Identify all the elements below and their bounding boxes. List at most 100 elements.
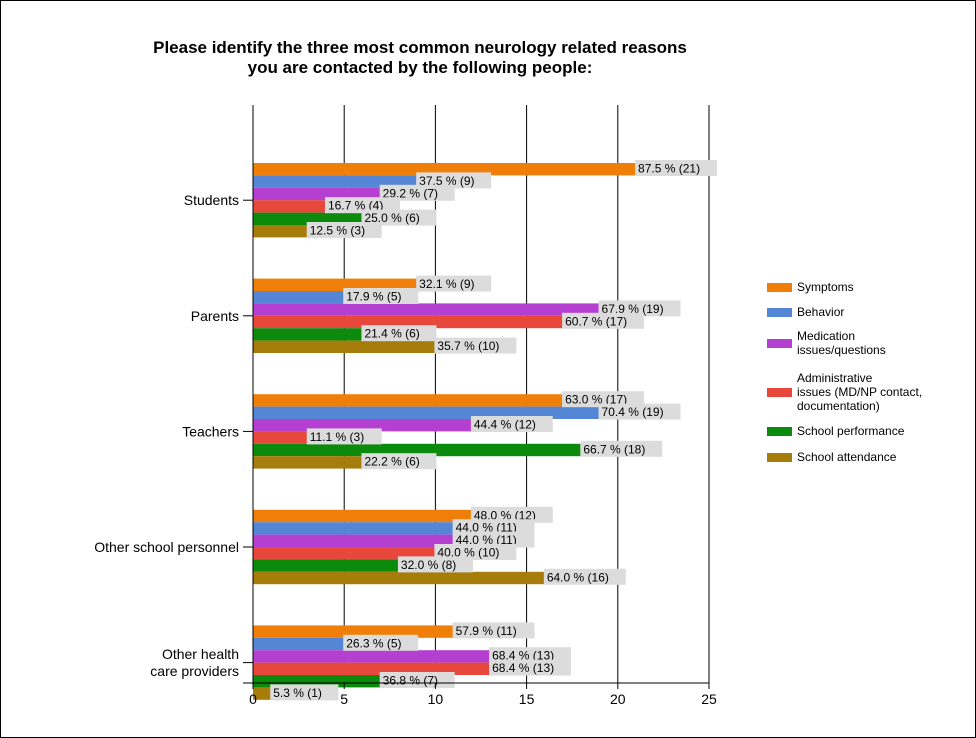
data-label-bg-teachers-school-attendance xyxy=(361,453,437,470)
data-label-bg-teachers-medication-issues-questions xyxy=(470,416,553,432)
data-label-bg-other-health-care-providers-medication-issues-questions xyxy=(489,647,572,664)
data-label-students-school-attendance: 12.5 % (3) xyxy=(310,224,365,238)
data-label-bg-other-school-personnel-administrative-issues-md-np-contact-documentation xyxy=(434,544,517,560)
data-label-bg-parents-school-attendance xyxy=(434,337,517,354)
legend-swatch-school-performance xyxy=(767,427,792,436)
data-label-bg-other-school-personnel-medication-issues-questions xyxy=(452,531,535,548)
legend-label-school-attendance: School attendance xyxy=(797,450,897,464)
data-label-parents-administrative-issues-md-np-contact-documentation: 60.7 % (17) xyxy=(565,314,627,328)
data-label-bg-students-school-attendance xyxy=(306,222,382,238)
data-label-parents-school-performance: 21.4 % (6) xyxy=(364,327,419,341)
bar-parents-school-performance xyxy=(253,328,363,341)
bar-students-school-performance xyxy=(253,212,363,225)
legend-swatch-symptoms xyxy=(767,283,792,292)
data-label-bg-other-health-care-providers-administrative-issues-md-np-contact-documentation xyxy=(489,659,572,676)
bar-teachers-behavior xyxy=(253,406,600,419)
category-label-teachers: Teachers xyxy=(182,423,239,439)
data-label-bg-parents-school-performance xyxy=(361,325,437,342)
data-label-other-health-care-providers-medication-issues-questions: 68.4 % (13) xyxy=(492,649,554,663)
bar-other-health-care-providers-administrative-issues-md-np-contact-documentation xyxy=(253,662,491,675)
bar-other-health-care-providers-school-attendance xyxy=(253,687,272,700)
bar-parents-medication-issues-questions xyxy=(253,303,600,316)
legend-label-behavior: Behavior xyxy=(797,305,844,319)
data-label-other-school-personnel-behavior: 44.0 % (11) xyxy=(456,521,517,535)
bar-teachers-symptoms xyxy=(253,394,564,407)
legend-label-school-performance: School performance xyxy=(797,424,905,438)
x-tick-label-20: 20 xyxy=(610,691,626,707)
category-label-students: Students xyxy=(184,192,239,208)
chart-title-line-2: you are contacted by the following peopl… xyxy=(247,58,593,77)
data-label-other-health-care-providers-symptoms: 57.9 % (11) xyxy=(456,624,517,638)
data-label-bg-other-health-care-providers-school-attendance xyxy=(270,684,339,701)
legend-label-symptoms: Symptoms xyxy=(797,280,854,294)
data-label-students-symptoms: 87.5 % (21) xyxy=(638,162,700,176)
bar-other-school-personnel-symptoms xyxy=(253,509,472,523)
data-label-other-health-care-providers-administrative-issues-md-np-contact-documentation: 68.4 % (13) xyxy=(492,661,554,675)
data-labels: 87.5 % (21) 37.5 % (9)29.2 % (7)16.7 % (4… xyxy=(270,160,717,701)
data-label-other-school-personnel-medication-issues-questions: 44.0 % (11) xyxy=(456,533,517,547)
x-tick-label-0: 0 xyxy=(249,691,257,707)
data-label-students-behavior: 37.5 % (9) xyxy=(419,174,474,188)
bar-other-health-care-providers-medication-issues-questions xyxy=(253,650,491,663)
data-label-bg-parents-administrative-issues-md-np-contact-documentation xyxy=(562,312,644,329)
data-label-teachers-school-performance: 66.7 % (18) xyxy=(583,442,645,456)
bar-other-school-personnel-school-performance xyxy=(253,559,399,572)
bar-other-school-personnel-administrative-issues-md-np-contact-documentation xyxy=(253,547,436,560)
bar-students-school-attendance xyxy=(253,225,308,238)
data-label-other-health-care-providers-school-attendance: 5.3 % (1) xyxy=(273,686,322,700)
chart-title: Please identify the three most common ne… xyxy=(40,38,800,78)
bar-other-school-personnel-behavior xyxy=(253,522,454,535)
data-label-bg-other-health-care-providers-behavior xyxy=(343,634,419,651)
data-label-students-medication-issues-questions: 29.2 % (7) xyxy=(383,186,438,200)
data-label-bg-parents-medication-issues-questions xyxy=(598,300,681,317)
bar-other-health-care-providers-school-performance xyxy=(253,675,381,688)
data-label-parents-behavior: 17.9 % (5) xyxy=(346,290,401,304)
data-label-other-school-personnel-school-attendance: 64.0 % (16) xyxy=(547,570,609,584)
bar-other-school-personnel-medication-issues-questions xyxy=(253,534,454,547)
bar-teachers-administrative-issues-md-np-contact-documentation xyxy=(253,431,308,444)
axes: Students Parents Teachers Other school pers… xyxy=(94,105,717,707)
bars xyxy=(253,163,637,700)
x-tick-label-5: 5 xyxy=(340,691,348,707)
data-label-bg-students-behavior xyxy=(416,172,492,189)
data-label-bg-other-school-personnel-behavior xyxy=(452,519,535,536)
chart-title-line-1: Please identify the three most common ne… xyxy=(153,38,687,57)
data-label-teachers-behavior: 70.4 % (19) xyxy=(602,405,664,419)
bar-teachers-medication-issues-questions xyxy=(253,419,472,432)
data-label-bg-other-school-personnel-school-performance xyxy=(397,556,473,573)
data-label-bg-other-health-care-providers-school-performance xyxy=(379,672,455,688)
data-label-bg-parents-behavior xyxy=(343,288,419,304)
bar-parents-behavior xyxy=(253,291,345,304)
bar-students-behavior xyxy=(253,175,418,188)
bar-parents-administrative-issues-md-np-contact-documentation xyxy=(253,315,564,329)
bar-teachers-school-performance xyxy=(253,443,582,457)
legend-label-administrative-issues-md-np-contact-documentation: Administrative issues (MD/NP contact, docu… xyxy=(797,371,922,413)
data-label-bg-other-school-personnel-symptoms xyxy=(470,506,553,523)
legend-swatch-school-attendance xyxy=(767,453,792,462)
data-label-other-school-personnel-symptoms: 48.0 % (12) xyxy=(474,508,536,522)
data-label-bg-teachers-symptoms xyxy=(562,391,644,408)
legend-label-medication-issues-questions: Medication issues/questions xyxy=(797,329,886,357)
data-label-parents-medication-issues-questions: 67.9 % (19) xyxy=(602,302,664,316)
data-label-bg-students-symptoms xyxy=(635,160,717,176)
bar-teachers-school-attendance xyxy=(253,456,363,469)
bar-students-medication-issues-questions xyxy=(253,187,381,201)
data-label-bg-other-health-care-providers-symptoms xyxy=(452,622,535,639)
data-label-bg-teachers-behavior xyxy=(598,403,681,420)
bar-other-health-care-providers-symptoms xyxy=(253,625,454,638)
data-label-students-school-performance: 25.0 % (6) xyxy=(364,211,419,225)
bar-students-administrative-issues-md-np-contact-documentation xyxy=(253,200,326,213)
data-label-bg-teachers-administrative-issues-md-np-contact-documentation xyxy=(306,428,382,445)
data-label-parents-symptoms: 32.1 % (9) xyxy=(419,277,474,291)
data-label-other-school-personnel-administrative-issues-md-np-contact-documentation: 40.0 % (10) xyxy=(437,546,499,560)
bar-students-symptoms xyxy=(253,163,637,176)
data-label-other-health-care-providers-school-performance: 36.8 % (7) xyxy=(383,674,438,688)
data-label-teachers-administrative-issues-md-np-contact-documentation: 11.1 % (3) xyxy=(310,430,364,444)
bar-other-health-care-providers-behavior xyxy=(253,637,345,651)
data-label-bg-students-school-performance xyxy=(361,209,437,226)
data-label-students-administrative-issues-md-np-contact-documentation: 16.7 % (4) xyxy=(328,199,383,213)
bar-other-school-personnel-school-attendance xyxy=(253,571,545,585)
data-label-bg-other-school-personnel-school-attendance xyxy=(543,568,626,585)
